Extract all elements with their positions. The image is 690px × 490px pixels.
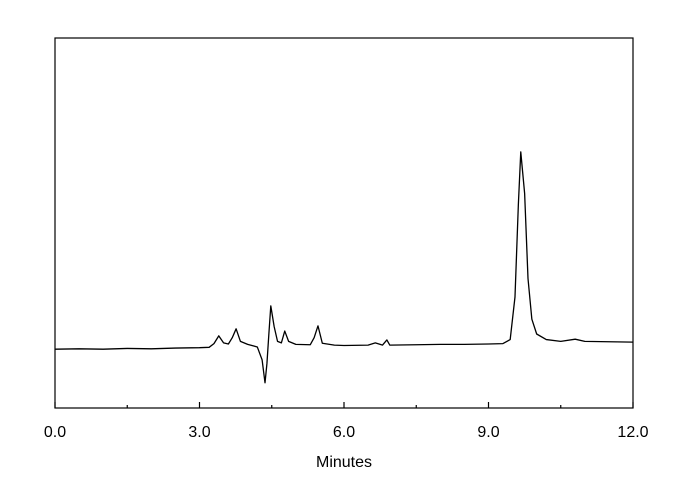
plot-frame [54,37,634,409]
x-tick-label: 3.0 [188,424,210,441]
x-tick-label: 0.0 [44,424,66,441]
x-tick-label: 9.0 [477,424,499,441]
x-tick-label: 12.0 [617,424,648,441]
x-axis-label: Minutes [316,454,372,471]
chromatogram-line [54,151,634,384]
x-tick-label: 6.0 [333,424,355,441]
